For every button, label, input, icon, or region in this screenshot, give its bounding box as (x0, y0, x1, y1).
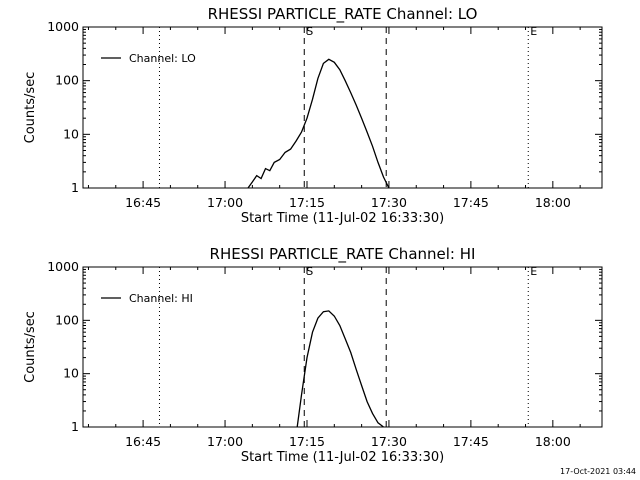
legend-label: Channel: HI (129, 292, 193, 305)
series-line (296, 310, 384, 428)
y-tick-label: 1 (71, 419, 79, 434)
x-tick-label: 17:30 (371, 434, 407, 449)
time-marker-label: E (530, 265, 537, 278)
x-tick-label: 18:00 (535, 195, 571, 210)
y-tick-label: 1 (71, 180, 79, 195)
time-marker-label: S (306, 265, 313, 278)
chart-title: RHESSI PARTICLE_RATE Channel: LO (208, 5, 478, 24)
plot-frame (82, 26, 603, 189)
y-tick-label: 1000 (47, 259, 79, 274)
y-axis-label: Counts/sec (23, 72, 38, 144)
x-tick-label: 17:15 (289, 195, 325, 210)
y-tick-label: 100 (55, 73, 79, 88)
y-tick-label: 100 (55, 312, 79, 327)
x-tick-label: 17:45 (453, 434, 489, 449)
x-tick-label: 18:00 (535, 434, 571, 449)
x-tick-label: 17:15 (289, 434, 325, 449)
x-tick-label: 17:30 (371, 195, 407, 210)
legend-label: Channel: LO (129, 52, 196, 65)
x-axis-label: Start Time (11-Jul-02 16:33:30) (241, 450, 444, 465)
plot-frame (82, 266, 603, 428)
panel-1: RHESSI PARTICLE_RATE Channel: LO 1 10 100 10… (23, 5, 603, 226)
time-marker-label: E (530, 25, 537, 38)
x-tick-label: 16:45 (125, 434, 161, 449)
chart-title: RHESSI PARTICLE_RATE Channel: HI (210, 245, 476, 264)
x-tick-label: 17:00 (207, 434, 243, 449)
y-tick-label: 10 (63, 126, 79, 141)
y-tick-label: 1000 (47, 19, 79, 34)
time-marker-label: S (306, 25, 313, 38)
x-axis-label: Start Time (11-Jul-02 16:33:30) (241, 211, 444, 226)
y-tick-label: 10 (63, 366, 79, 381)
series-line (247, 58, 390, 189)
y-axis-label: Counts/sec (23, 311, 38, 383)
panel-2: RHESSI PARTICLE_RATE Channel: HI 1 10 100 10… (23, 245, 603, 465)
footer-timestamp: 17-Oct-2021 03:44 (560, 467, 636, 476)
x-tick-label: 17:00 (207, 195, 243, 210)
x-tick-label: 17:45 (453, 195, 489, 210)
x-tick-label: 16:45 (125, 195, 161, 210)
